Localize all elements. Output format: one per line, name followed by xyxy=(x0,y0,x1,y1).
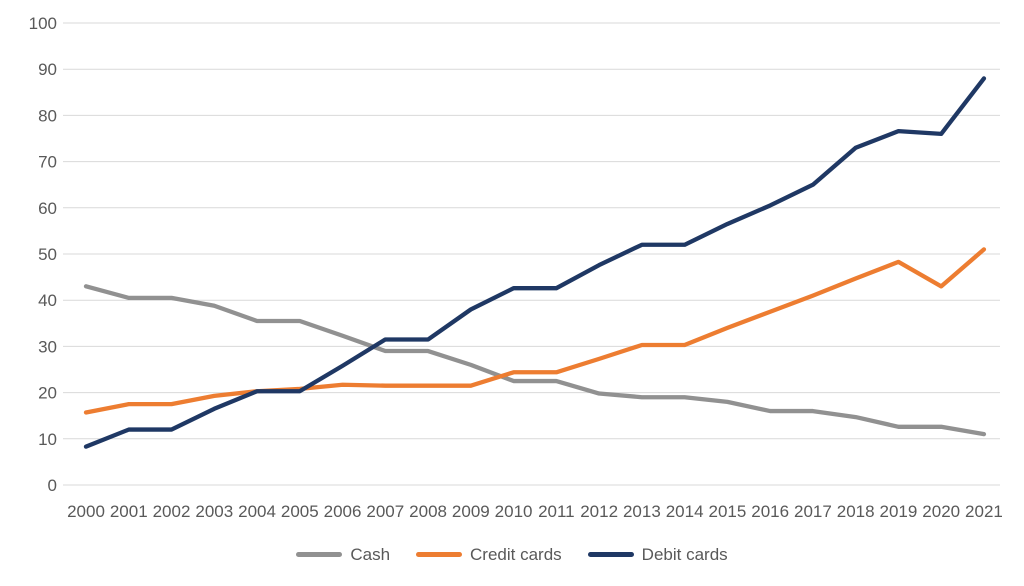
legend-swatch-cash xyxy=(296,551,343,557)
x-tick-label: 2010 xyxy=(495,502,533,521)
x-tick-label: 2001 xyxy=(110,502,148,521)
legend-label-debit-cards: Debit cards xyxy=(641,544,728,564)
y-tick-label: 30 xyxy=(38,337,57,356)
y-tick-label: 100 xyxy=(29,14,57,33)
y-tick-label: 50 xyxy=(38,245,57,264)
x-tick-label: 2016 xyxy=(751,502,789,521)
x-tick-label: 2013 xyxy=(623,502,661,521)
series-line-debit-cards xyxy=(83,76,987,449)
y-tick-label: 20 xyxy=(38,384,57,403)
legend-swatch-credit-cards xyxy=(416,551,463,557)
x-tick-label: 2004 xyxy=(238,502,276,521)
x-tick-label: 2017 xyxy=(794,502,832,521)
y-tick-label: 80 xyxy=(38,106,57,125)
x-tick-label: 2000 xyxy=(67,502,105,521)
series-line-cash xyxy=(83,284,987,437)
legend-label-credit-cards: Credit cards xyxy=(470,544,562,564)
x-tick-label: 2012 xyxy=(580,502,618,521)
legend-item-debit-cards: Debit cards xyxy=(587,544,728,564)
legend-label-cash: Cash xyxy=(350,544,391,564)
x-tick-label: 2005 xyxy=(281,502,319,521)
y-tick-label: 60 xyxy=(38,199,57,218)
y-tick-label: 90 xyxy=(38,60,57,79)
y-tick-label: 40 xyxy=(38,291,57,310)
x-tick-label: 2011 xyxy=(538,502,575,521)
y-tick-label: 10 xyxy=(38,430,57,449)
x-tick-label: 2021 xyxy=(965,502,1003,521)
x-tick-label: 2015 xyxy=(708,502,746,521)
x-tick-label: 2006 xyxy=(324,502,362,521)
chart-legend: Cash Credit cards Debit cards xyxy=(0,540,1024,568)
x-tick-label: 2019 xyxy=(880,502,918,521)
legend-swatch-debit-cards xyxy=(587,551,634,557)
y-tick-label: 70 xyxy=(38,153,57,172)
y-tick-label: 0 xyxy=(48,476,57,495)
x-tick-label: 2002 xyxy=(153,502,191,521)
x-tick-label: 2003 xyxy=(195,502,233,521)
x-tick-label: 2007 xyxy=(366,502,404,521)
legend-item-credit-cards: Credit cards xyxy=(416,546,562,563)
x-tick-label: 2008 xyxy=(409,502,447,521)
series-line-credit-cards xyxy=(83,247,987,415)
x-tick-label: 2018 xyxy=(837,502,875,521)
x-tick-label: 2009 xyxy=(452,502,490,521)
x-tick-label: 2020 xyxy=(922,502,960,521)
x-tick-label: 2014 xyxy=(666,502,704,521)
legend-item-cash: Cash xyxy=(296,546,390,563)
